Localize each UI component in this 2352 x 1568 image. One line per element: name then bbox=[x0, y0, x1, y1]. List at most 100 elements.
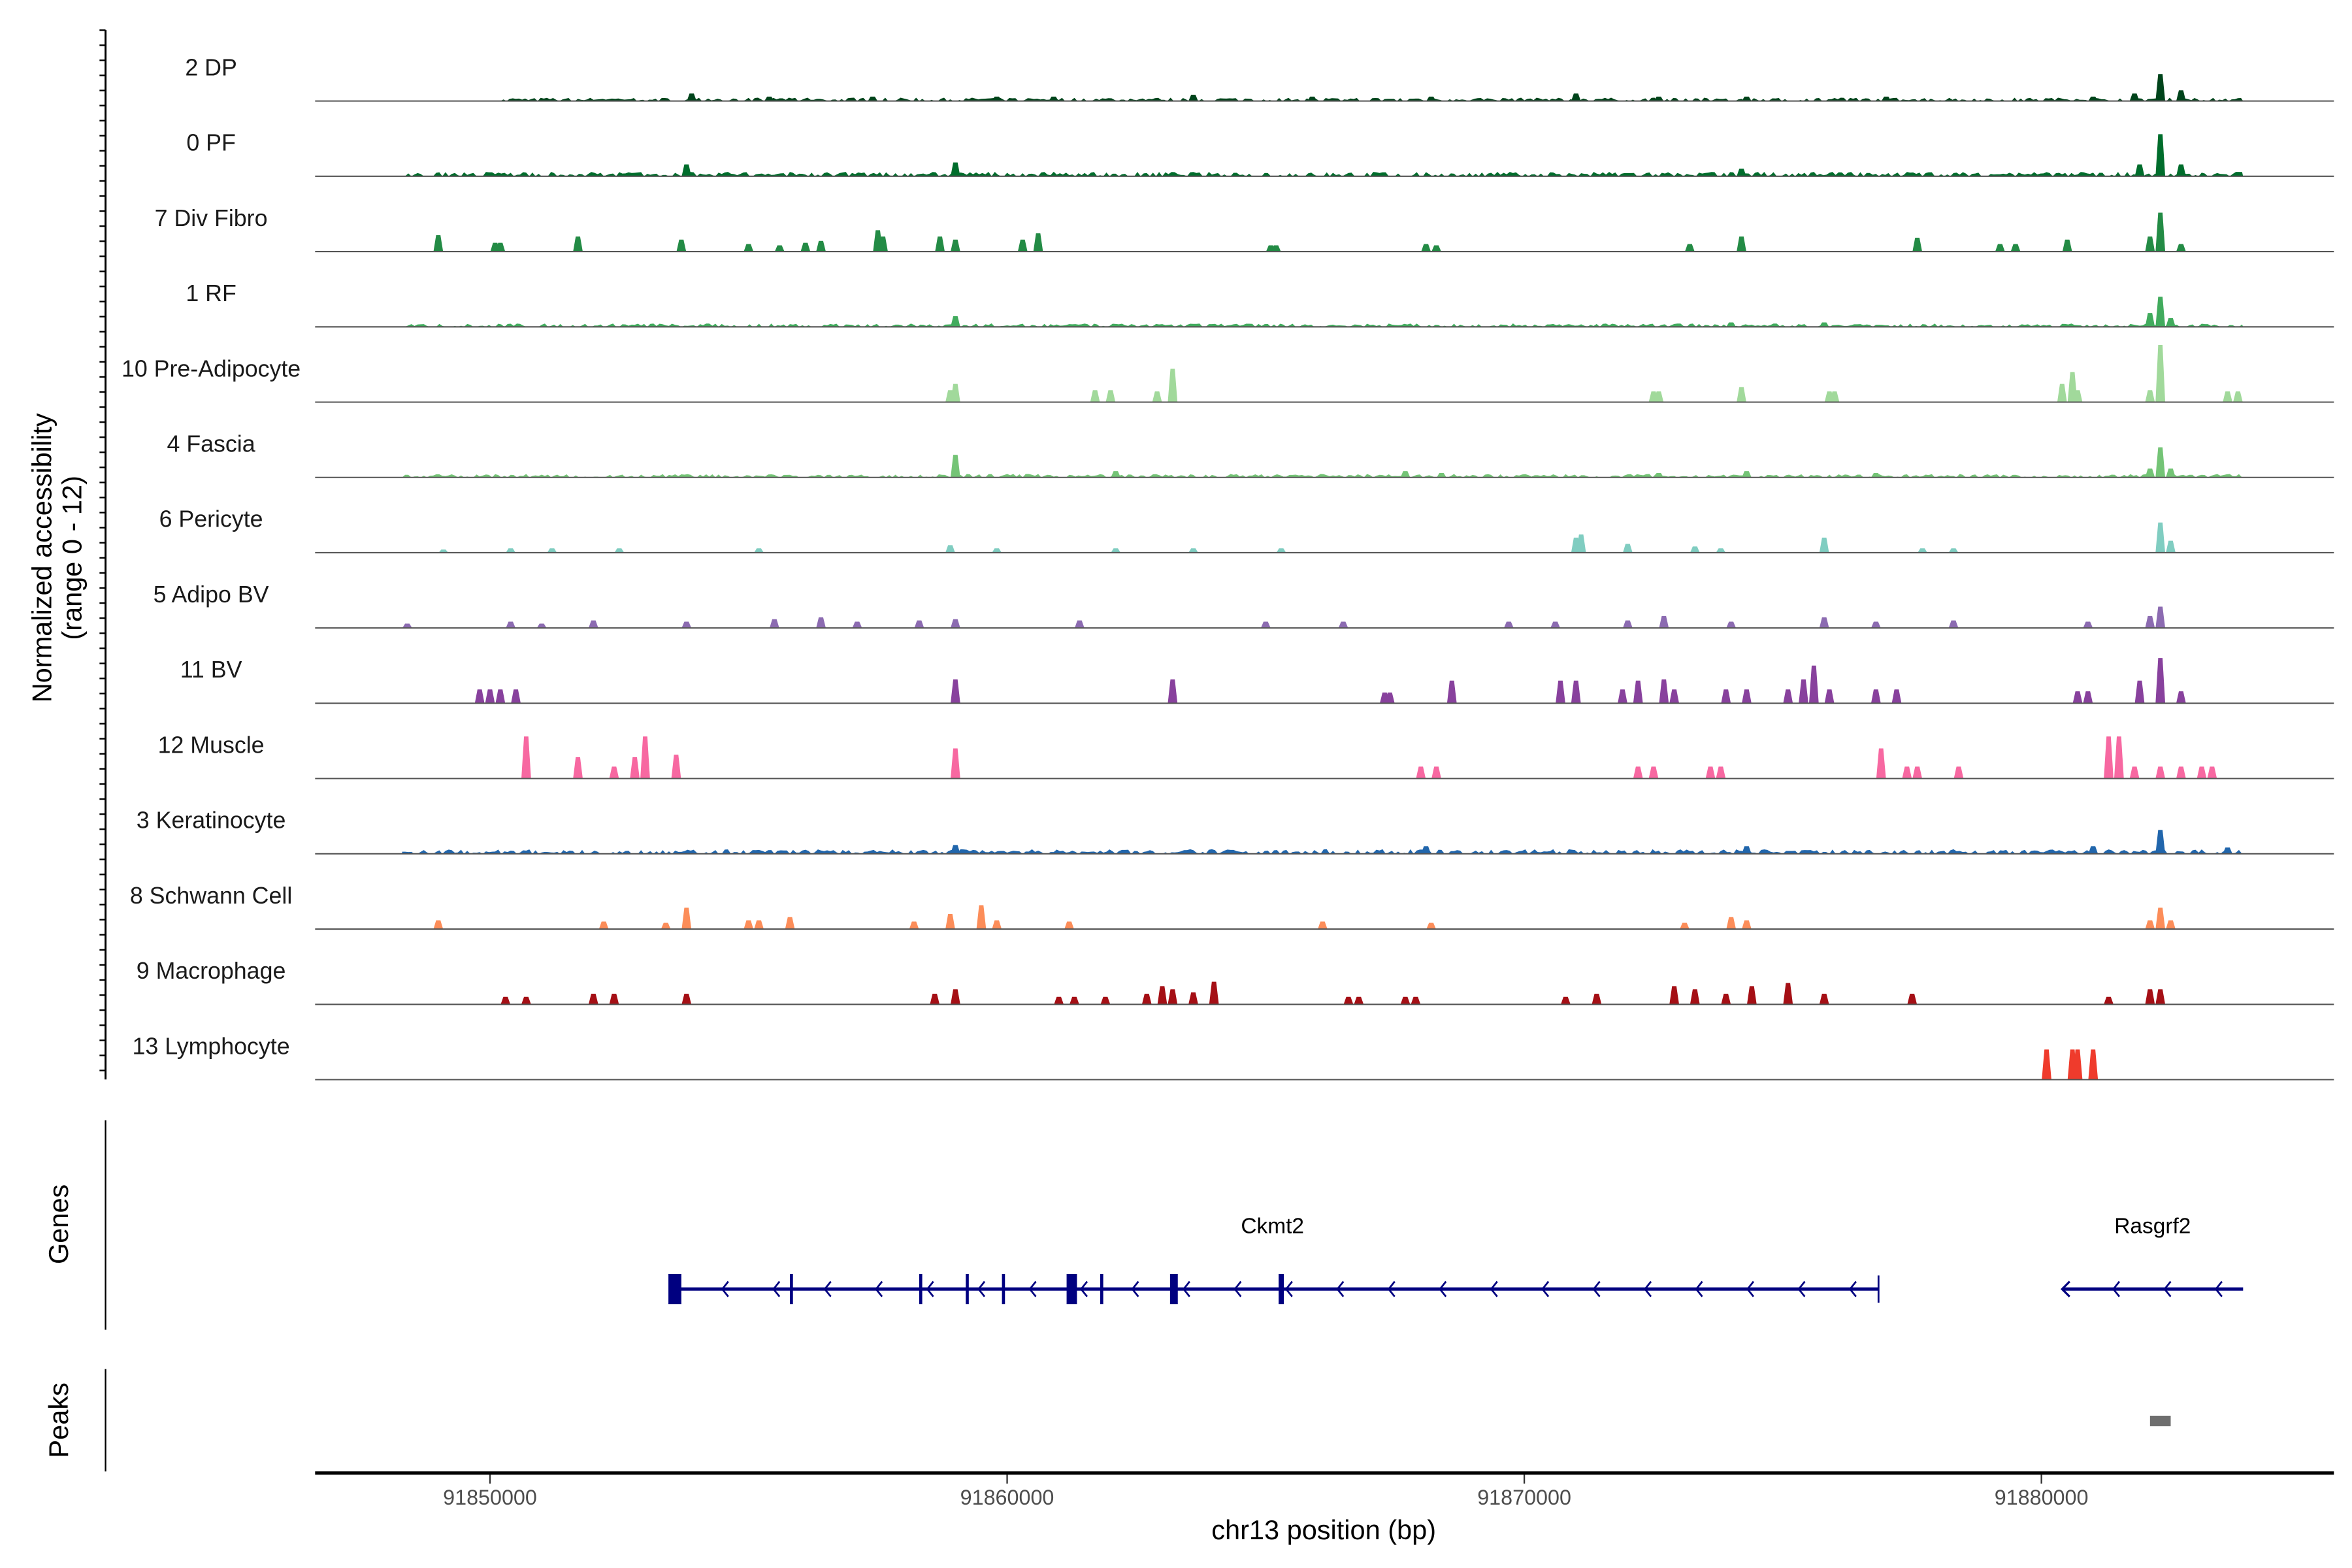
peaks-panel-label: Peaks bbox=[43, 1382, 74, 1458]
coverage-peak bbox=[1426, 923, 1436, 930]
coverage-peak bbox=[2104, 736, 2114, 779]
track-label: 0 PF bbox=[186, 130, 236, 156]
coverage-peak bbox=[1188, 992, 1198, 1005]
coverage-peak bbox=[2155, 766, 2166, 779]
coverage-peak bbox=[2145, 615, 2155, 629]
track-1-rf: 1 RF bbox=[186, 280, 2334, 328]
strand-arrow-icon bbox=[2112, 1281, 2121, 1298]
coverage-peak bbox=[769, 619, 779, 629]
coverage-peak bbox=[2155, 345, 2166, 402]
track-label: 4 Fascia bbox=[167, 431, 255, 457]
strand-arrow-icon bbox=[1644, 1281, 1652, 1298]
coverage-peak bbox=[1953, 766, 1964, 779]
coverage-peak bbox=[1090, 390, 1100, 402]
coverage-peak bbox=[433, 235, 444, 252]
x-axis-ticks: 91850000 91860000 91870000 91880000 bbox=[443, 1474, 2088, 1509]
background-signal bbox=[402, 171, 2244, 176]
coverage-peak bbox=[1783, 689, 1793, 704]
coverage-peak bbox=[2155, 74, 2166, 101]
coverage-peak bbox=[1870, 621, 1881, 629]
coverage-peak bbox=[1421, 846, 1431, 854]
track-label: 13 Lymphocyte bbox=[133, 1033, 290, 1059]
coverage-peak bbox=[2155, 212, 2166, 252]
strand-arrow-icon bbox=[977, 1281, 986, 1298]
coverage-peak bbox=[2145, 920, 2155, 930]
coverage-peak bbox=[1054, 996, 1064, 1005]
track-13-lymphocyte: 13 Lymphocyte bbox=[133, 1033, 2334, 1081]
coverage-peak bbox=[671, 755, 681, 779]
coverage-peak bbox=[1168, 989, 1178, 1005]
coverage-peak bbox=[1948, 548, 1959, 553]
coverage-peak bbox=[1431, 245, 1441, 252]
coverage-peak bbox=[474, 689, 485, 704]
gene-annotations: Ckmt2 Rasgrf2 bbox=[668, 1215, 2244, 1305]
coverage-peak bbox=[640, 736, 650, 779]
track-4-fascia: 4 Fascia bbox=[167, 431, 2334, 478]
coverage-peak bbox=[1157, 986, 1168, 1005]
coverage-peak bbox=[521, 736, 531, 779]
exon bbox=[966, 1274, 969, 1305]
coverage-peak bbox=[1742, 846, 1752, 854]
strand-arrow-icon bbox=[1028, 1281, 1037, 1298]
coverage-peak bbox=[1111, 471, 1121, 478]
strand-arrow-icon bbox=[2214, 1281, 2223, 1298]
coverage-peak bbox=[1742, 920, 1752, 930]
strand-arrow-icon bbox=[1695, 1281, 1703, 1298]
coverage-peak bbox=[1690, 546, 1700, 553]
peak-regions bbox=[2149, 1415, 2171, 1427]
strand-arrow-icon bbox=[1182, 1281, 1190, 1298]
coverage-peak bbox=[935, 236, 945, 252]
coverage-peak bbox=[1623, 544, 1633, 553]
coverage-peak bbox=[1033, 233, 1043, 252]
strand-arrow-icon bbox=[1079, 1281, 1088, 1298]
exon bbox=[1169, 1274, 1178, 1305]
coverage-peak bbox=[2083, 621, 2093, 629]
coverage-peak bbox=[1074, 620, 1085, 629]
coverage-peak bbox=[868, 96, 878, 101]
track-9-macrophage: 9 Macrophage bbox=[137, 958, 2334, 1005]
track-label: 6 Pericyte bbox=[159, 506, 263, 532]
exon bbox=[668, 1274, 681, 1305]
coverage-peak bbox=[2042, 1049, 2051, 1080]
coverage-peak bbox=[1550, 621, 1560, 629]
coverage-peak bbox=[1576, 534, 1586, 553]
coverage-peak bbox=[1446, 680, 1457, 704]
coverage-peak bbox=[676, 239, 687, 252]
track-label: 12 Muscle bbox=[158, 732, 265, 758]
coverage-peak bbox=[1669, 689, 1680, 704]
coverage-peak bbox=[1783, 983, 1793, 1005]
strand-arrow-icon bbox=[721, 1281, 729, 1298]
coverage-peak bbox=[1680, 923, 1690, 930]
coverage-peak bbox=[1948, 620, 1959, 629]
coverage-peak bbox=[1354, 996, 1364, 1005]
coverage-peak bbox=[1819, 322, 1829, 327]
coverage-peak bbox=[1684, 244, 1695, 252]
coverage-peak bbox=[2155, 606, 2166, 629]
exon bbox=[919, 1274, 923, 1305]
coverage-peak bbox=[1690, 989, 1700, 1005]
coverage-peak bbox=[1870, 689, 1881, 704]
coverage-peak bbox=[2062, 239, 2072, 252]
strand-arrow-icon bbox=[1541, 1281, 1550, 1298]
strand-arrow-icon bbox=[1233, 1281, 1242, 1298]
coverage-peak bbox=[816, 617, 826, 629]
track-label: 3 Keratinocyte bbox=[137, 808, 286, 834]
coverage-peak bbox=[2145, 468, 2155, 478]
track-label: 8 Schwann Cell bbox=[130, 883, 292, 909]
x-tick-label: 91870000 bbox=[1477, 1486, 1571, 1509]
coverage-peak bbox=[521, 996, 531, 1005]
coverage-peak bbox=[1659, 679, 1669, 704]
coverage-peak bbox=[1633, 766, 1643, 779]
exon bbox=[1066, 1274, 1077, 1305]
coverage-peak bbox=[2207, 766, 2217, 779]
coverage-peak bbox=[1384, 693, 1395, 704]
coverage-peak bbox=[785, 917, 795, 930]
coverage-peak bbox=[1870, 473, 1881, 478]
coverage-peak bbox=[951, 239, 960, 252]
coverage-peak bbox=[681, 993, 692, 1005]
coverage-peak bbox=[2088, 96, 2099, 101]
coverage-peak bbox=[1918, 548, 1927, 553]
strand-arrow-icon bbox=[1490, 1281, 1498, 1298]
coverage-peak bbox=[511, 689, 521, 704]
coverage-peak bbox=[1669, 986, 1680, 1005]
